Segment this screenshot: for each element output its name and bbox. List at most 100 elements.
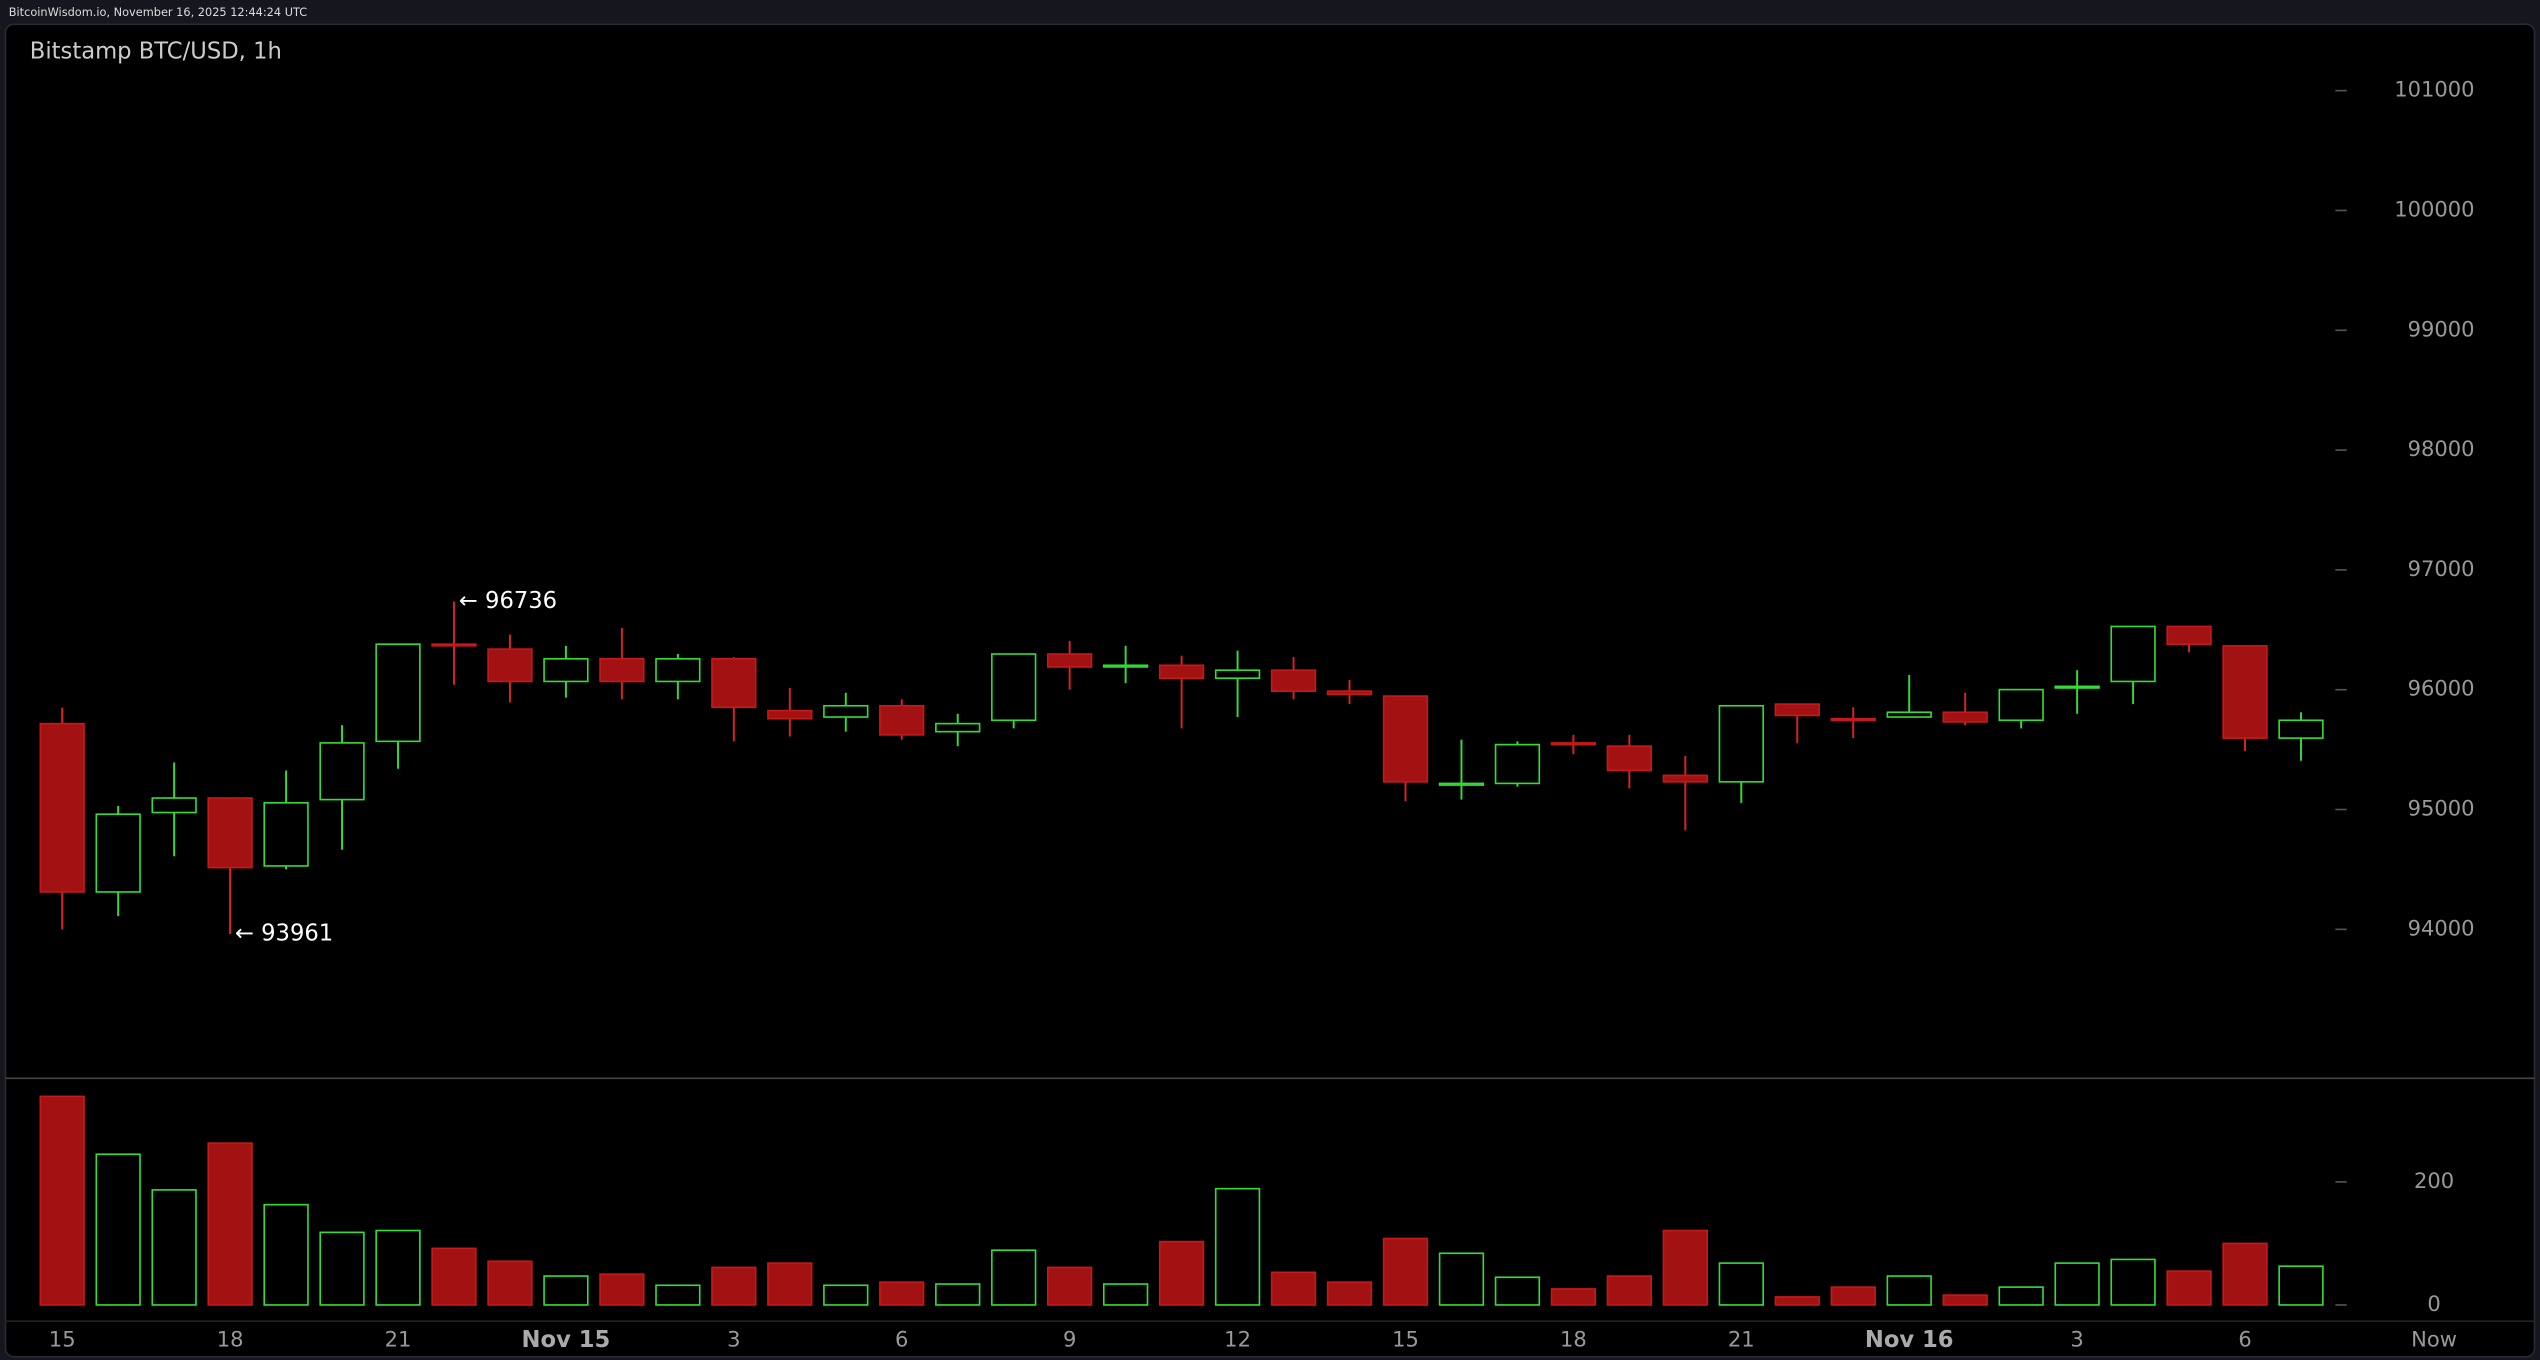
y-tick-label: 95000 [2408,796,2475,821]
volume-bar [2166,1270,2212,1306]
candle-body [207,797,253,869]
volume-bar [1438,1252,1485,1306]
volume-bar [935,1283,981,1306]
candle-body [935,722,981,733]
candle-body [95,813,141,893]
chart-panel [4,23,2536,1358]
volume-bar [1102,1283,1149,1306]
volume-bar [1046,1266,1093,1306]
y-tick-label: 0 [2427,1291,2440,1316]
volume-bar [543,1275,589,1306]
candle-body [2222,645,2268,739]
x-tick-label: 15 [49,1327,76,1352]
x-tick-label: 3 [2070,1327,2083,1352]
volume-bar [95,1153,141,1306]
y-tick-label: 101000 [2394,77,2474,102]
candle-body [1830,717,1876,722]
volume-bar [487,1260,533,1306]
x-tick-label: 3 [727,1327,740,1352]
candle-body [319,742,365,801]
volume-bar [1606,1275,1653,1306]
volume-bar [431,1247,477,1306]
x-tick-label: Nov 16 [1865,1327,1954,1353]
candle-body [1942,711,1988,723]
candle-body [1270,669,1317,692]
candle-body [655,657,701,683]
volume-bar [1158,1240,1205,1306]
volume-bar [319,1231,365,1306]
candle-body [2278,719,2324,739]
candle-body [1382,695,1429,783]
candle-body [375,643,421,743]
volume-bar [599,1273,645,1306]
volume-bar [1830,1286,1876,1306]
volume-bar [151,1189,197,1306]
volume-bar [207,1142,253,1306]
candle-body [543,657,589,683]
candle-body [1214,669,1261,680]
volume-bar [1942,1294,1988,1306]
x-end-label: Now [2411,1327,2457,1352]
x-tick-label: 6 [895,1327,908,1352]
header: BitcoinWisdom.io, November 16, 2025 12:4… [9,5,307,19]
candle-body [767,709,813,720]
x-tick-label: 18 [1560,1327,1587,1352]
volume-bar [2054,1262,2100,1306]
x-tick-label: 21 [1728,1327,1755,1352]
candle-body [2110,625,2156,683]
x-tick-label: 18 [217,1327,244,1352]
volume-bar [767,1262,813,1306]
candle-body [879,704,925,736]
volume-bar [655,1284,701,1306]
x-tick-label: 6 [2238,1327,2251,1352]
candle-body [1158,664,1205,680]
candle-body [431,643,477,647]
candle-body [823,704,869,718]
volume-bar [1718,1262,1764,1306]
candle-body [1326,690,1373,696]
annotation: ← 96736 [459,588,557,614]
volume-bar [823,1284,869,1306]
candle-body [2054,685,2100,689]
candle-body [1718,704,1764,783]
candle-body [1494,743,1541,785]
x-tick-label: Nov 15 [522,1327,611,1353]
y-tick-label: 200 [2414,1168,2454,1193]
chart-title: Bitstamp BTC/USD, 1h [30,38,282,64]
candle-body [1886,711,1932,718]
candle-body [599,657,645,683]
volume-bar [1270,1271,1317,1306]
candle-body [2166,625,2212,645]
volume-bar [263,1203,309,1306]
volume-bar [1382,1237,1429,1306]
volume-bar [1550,1288,1597,1306]
y-tick-label: 96000 [2408,676,2475,701]
candle-body [1774,703,1820,717]
volume-bar [1494,1276,1541,1306]
y-tick-label: 97000 [2408,556,2475,581]
volume-bar [879,1281,925,1306]
volume-bar [2110,1258,2156,1306]
volume-bar [1886,1275,1932,1306]
candle-body [1438,782,1485,786]
volume-bar [2222,1242,2268,1306]
candle-body [711,657,757,709]
volume-bar [375,1229,421,1306]
y-tick-label: 94000 [2408,915,2475,940]
y-tick-label: 99000 [2408,316,2475,341]
volume-bar [1998,1286,2044,1306]
candle-body [1998,688,2044,722]
y-tick-label: 100000 [2394,196,2474,221]
annotation: ← 93961 [235,921,333,947]
volume-bar [39,1095,85,1306]
candle-body [1550,742,1597,746]
y-tick-label: 98000 [2408,436,2475,461]
candle-body [991,653,1037,722]
candle-body [39,722,85,893]
x-tick-label: 12 [1224,1327,1251,1352]
volume-bar [1662,1229,1709,1306]
volume-bar [711,1266,757,1306]
candle-body [487,648,533,683]
volume-bar [1326,1281,1373,1306]
